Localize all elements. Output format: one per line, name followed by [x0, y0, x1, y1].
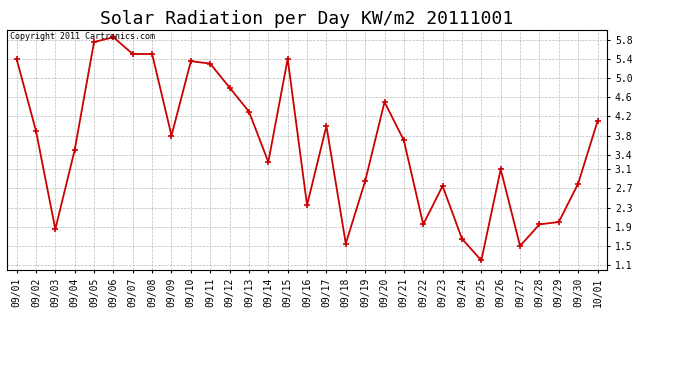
- Title: Solar Radiation per Day KW/m2 20111001: Solar Radiation per Day KW/m2 20111001: [101, 10, 513, 28]
- Text: Copyright 2011 Cartronics.com: Copyright 2011 Cartronics.com: [10, 32, 155, 41]
